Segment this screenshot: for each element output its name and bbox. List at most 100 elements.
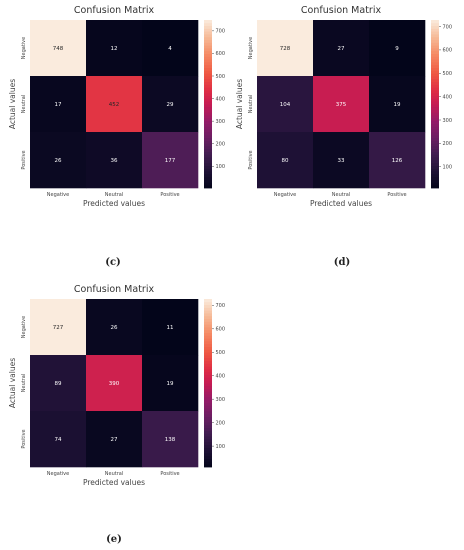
cell-value-label: 375 — [336, 102, 347, 108]
colorbar-segment — [431, 42, 439, 46]
colorbar-segment — [431, 78, 439, 82]
colorbar-segment — [204, 73, 212, 77]
y-tick-label: Positive — [21, 150, 27, 169]
colorbar-segment — [431, 95, 439, 99]
colorbar-segment — [204, 383, 212, 387]
colorbar-segment — [431, 182, 439, 186]
cell-value-label: 36 — [111, 158, 118, 164]
colorbar-segment — [204, 95, 212, 99]
heatmap-cell — [369, 132, 426, 189]
cell-value-label: 390 — [109, 381, 120, 387]
colorbar-segment — [204, 315, 212, 319]
colorbar-segment — [204, 352, 212, 356]
colorbar-tick-label: 200 — [216, 420, 226, 426]
x-tick-label: Negative — [47, 192, 69, 198]
cell-value-label: 80 — [282, 158, 289, 164]
colorbar-segment — [204, 98, 212, 102]
colorbar-segment — [431, 36, 439, 40]
colorbar-segment — [204, 67, 212, 71]
colorbar-segment — [431, 162, 439, 166]
colorbar-segment — [431, 137, 439, 141]
colorbar-segment — [431, 176, 439, 180]
colorbar-segment — [431, 157, 439, 161]
cell-value-label: 104 — [280, 102, 291, 108]
colorbar-segment — [431, 22, 439, 26]
colorbar-segment — [204, 87, 212, 91]
cell-value-label: 27 — [111, 437, 118, 443]
colorbar-segment — [204, 28, 212, 32]
colorbar-segment — [431, 160, 439, 164]
heatmap-cell — [30, 355, 87, 412]
heatmap-cell — [142, 355, 199, 412]
colorbar-segment — [431, 87, 439, 91]
colorbar-segment — [204, 357, 212, 361]
colorbar-segment — [204, 185, 212, 189]
colorbar-segment — [204, 307, 212, 311]
x-tick-label: Positive — [160, 192, 179, 198]
colorbar-segment — [204, 162, 212, 166]
colorbar-segment — [431, 115, 439, 119]
cell-value-label: 33 — [338, 158, 345, 164]
colorbar-segment — [204, 447, 212, 451]
colorbar-segment — [204, 371, 212, 375]
heatmap-cell — [86, 355, 143, 412]
colorbar-segment — [204, 394, 212, 398]
colorbar-segment — [204, 129, 212, 133]
colorbar-segment — [204, 313, 212, 317]
colorbar-segment — [204, 20, 212, 24]
y-axis-label: Actual values — [8, 358, 17, 408]
colorbar-segment — [431, 81, 439, 85]
cell-value-label: 17 — [55, 102, 62, 108]
colorbar-segment — [204, 416, 212, 420]
x-tick-label: Negative — [47, 471, 69, 477]
colorbar-segment — [431, 126, 439, 130]
colorbar-segment — [431, 120, 439, 124]
cell-value-label: 126 — [392, 158, 403, 164]
cell-value-label: 26 — [111, 325, 118, 331]
chart-title: Confusion Matrix — [74, 5, 155, 16]
colorbar-segment — [204, 115, 212, 119]
cell-value-label: 4 — [168, 46, 172, 52]
colorbar-tick-label: 200 — [443, 141, 453, 147]
colorbar-segment — [204, 329, 212, 333]
colorbar-segment — [204, 338, 212, 342]
colorbar-tick-label: 300 — [443, 118, 453, 124]
heatmap-cell — [86, 76, 143, 133]
colorbar-segment — [204, 304, 212, 308]
colorbar-segment — [431, 70, 439, 74]
cell-value-label: 29 — [167, 102, 174, 108]
colorbar-segment — [431, 84, 439, 88]
colorbar-segment — [431, 104, 439, 108]
colorbar-segment — [204, 56, 212, 60]
colorbar-segment — [431, 140, 439, 144]
colorbar-segment — [204, 112, 212, 116]
colorbar-segment — [431, 146, 439, 150]
cell-value-label: 11 — [167, 325, 174, 331]
colorbar-segment — [431, 106, 439, 110]
colorbar-segment — [204, 441, 212, 445]
colorbar-tick-label: 400 — [216, 96, 226, 102]
colorbar-segment — [204, 70, 212, 74]
colorbar-segment — [431, 112, 439, 116]
colorbar-segment — [204, 439, 212, 443]
colorbar-segment — [431, 165, 439, 169]
heatmap-cell — [369, 20, 426, 77]
colorbar-tick-label: 100 — [216, 444, 226, 450]
colorbar-segment — [431, 143, 439, 147]
colorbar-tick-label: 600 — [216, 51, 226, 57]
colorbar-segment — [204, 160, 212, 164]
y-tick-label: Positive — [21, 429, 27, 448]
colorbar-segment — [204, 301, 212, 305]
colorbar-segment — [204, 458, 212, 462]
colorbar-segment — [431, 48, 439, 52]
colorbar-segment — [431, 171, 439, 175]
colorbar-segment — [204, 168, 212, 172]
colorbar-segment — [204, 299, 212, 303]
colorbar-segment — [431, 154, 439, 158]
colorbar-segment — [204, 78, 212, 82]
heatmap-cell — [257, 76, 314, 133]
heatmap-cell — [86, 299, 143, 356]
colorbar-segment — [204, 427, 212, 431]
heatmap-cell — [313, 20, 370, 77]
